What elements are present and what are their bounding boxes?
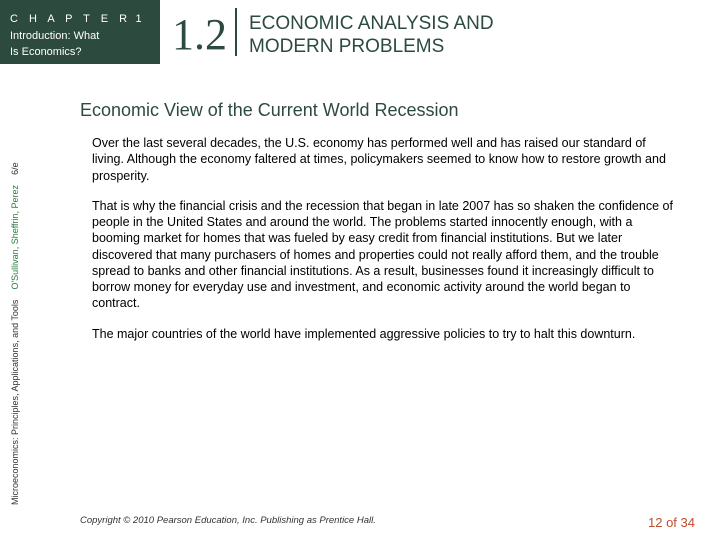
section-title: ECONOMIC ANALYSIS AND MODERN PROBLEMS — [237, 0, 494, 64]
page-number: 12 of 34 — [648, 515, 695, 530]
chapter-box: C H A P T E R 1 Introduction: What Is Ec… — [0, 0, 160, 64]
paragraph-3: The major countries of the world have im… — [80, 326, 685, 342]
spine-text: Microeconomics: Principles, Applications… — [10, 162, 20, 505]
chapter-label: C H A P T E R — [10, 13, 131, 25]
section-title-line1: ECONOMIC ANALYSIS AND — [249, 13, 494, 36]
content-subhead: Economic View of the Current World Reces… — [80, 100, 685, 121]
chapter-number: 1 — [136, 13, 142, 25]
chapter-subtitle-line1: Introduction: What — [10, 30, 150, 44]
section-number: 1.2 — [160, 8, 237, 56]
paragraph-2: That is why the financial crisis and the… — [80, 198, 685, 312]
footer: Copyright © 2010 Pearson Education, Inc.… — [80, 510, 695, 528]
slide-header: C H A P T E R 1 Introduction: What Is Ec… — [0, 0, 720, 64]
spine-edition: 6/e — [10, 162, 20, 175]
content-area: Economic View of the Current World Reces… — [80, 100, 685, 356]
section-title-line2: MODERN PROBLEMS — [249, 36, 494, 59]
chapter-subtitle-line2: Is Economics? — [10, 46, 150, 60]
paragraph-1: Over the last several decades, the U.S. … — [80, 135, 685, 184]
spine-book-title: Microeconomics: Principles, Applications… — [10, 300, 20, 505]
copyright-text: Copyright © 2010 Pearson Education, Inc.… — [80, 515, 376, 526]
spine-authors: O'Sullivan, Sheffrin, Perez — [10, 185, 20, 290]
